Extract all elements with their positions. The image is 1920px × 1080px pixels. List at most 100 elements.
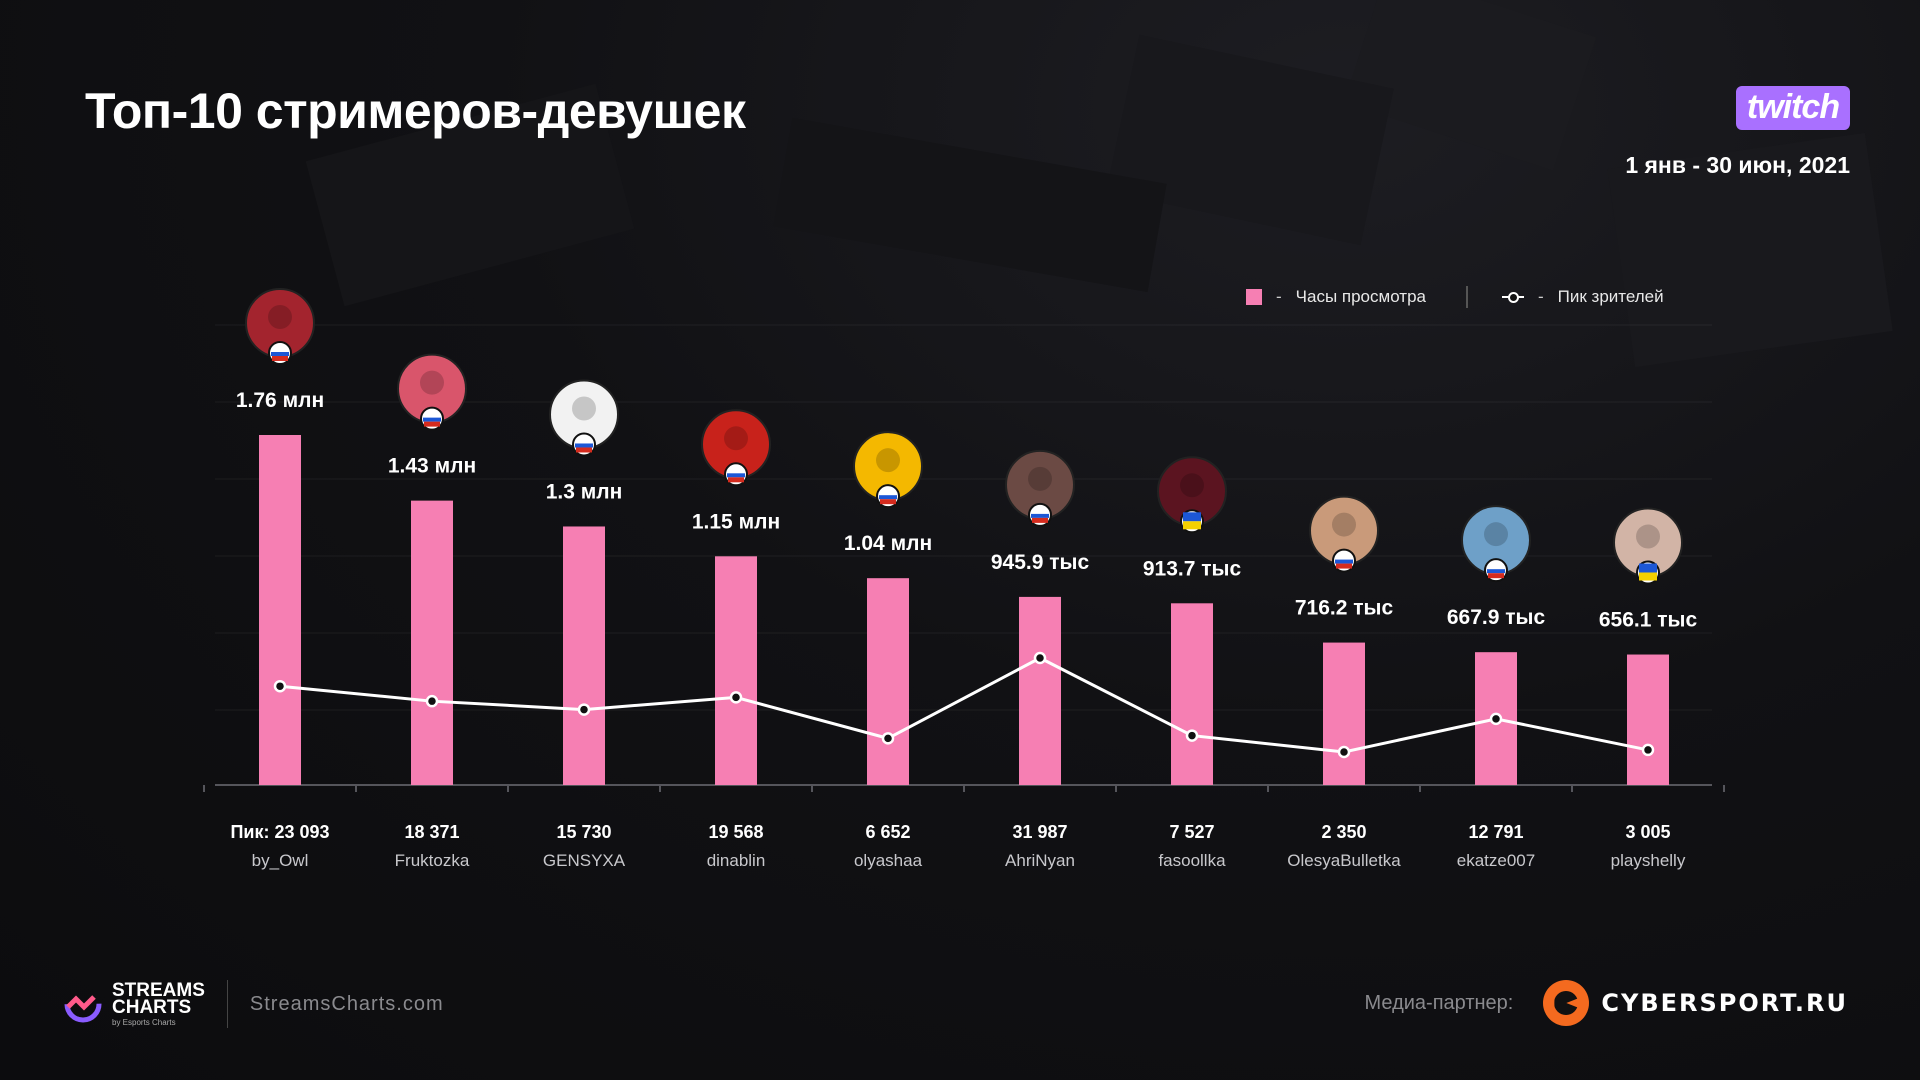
brand-line-2: CHARTS (112, 996, 192, 1018)
bar (1323, 642, 1365, 785)
peak-viewers-label: 3 005 (1625, 822, 1670, 842)
peak-viewers-label: 31 987 (1012, 822, 1067, 842)
avatar-face (1332, 512, 1356, 537)
footer-divider (226, 980, 228, 1028)
bar-value-label: 716.2 тыс (1295, 597, 1394, 620)
streamer-name: by_Owl (252, 851, 309, 870)
peak-viewers-label: 18 371 (404, 822, 459, 842)
peak-point (1185, 729, 1199, 742)
flag-stripe (728, 477, 744, 483)
flag-stripe (423, 417, 441, 422)
flag-stripe (880, 499, 896, 505)
bar (867, 578, 909, 785)
twitch-logo: twitch (1736, 86, 1850, 130)
bar-value-label: 656.1 тыс (1599, 609, 1698, 632)
page-title: Топ-10 стримеров-девушек (85, 83, 746, 139)
flag-stripe (575, 443, 593, 448)
legend-dash: - (1537, 287, 1544, 306)
peak-viewers-label: 15 730 (556, 822, 611, 842)
peak-point (881, 732, 895, 745)
flag-stripe (1639, 572, 1657, 581)
peak-point (273, 679, 287, 693)
legend-bar-label: Часы просмотра (1295, 287, 1426, 306)
streamer-name: AhriNyan (1005, 851, 1075, 870)
streams-charts-brand: STREAMS CHARTS by Esports Charts Streams… (64, 980, 444, 1028)
flag-stripe (727, 473, 745, 478)
bar-value-label: 1.76 млн (236, 389, 324, 412)
flag-stripe (424, 421, 440, 427)
brand-sub: by Esports Charts (112, 1017, 176, 1027)
flag-stripe (272, 356, 288, 361)
bar (1627, 654, 1669, 785)
flag-stripe (1031, 513, 1049, 518)
avatar-face (1636, 524, 1660, 549)
bar-value-label: 913.7 тыс (1143, 557, 1242, 580)
flag-stripe (576, 447, 592, 453)
streamer-name: olyashaa (854, 851, 923, 870)
brand-line-1: STREAMS (112, 979, 205, 1001)
flag-stripe (1183, 512, 1201, 522)
media-partner: Медиа-партнер: CYBERSPORT.RU (1365, 980, 1849, 1026)
cybersport-icon (1543, 980, 1590, 1026)
bar (259, 435, 301, 785)
flag-stripe (1488, 573, 1504, 579)
bar-value-label: 945.9 тыс (991, 551, 1090, 574)
legend-line-label: Пик зрителей (1557, 287, 1664, 306)
flag-stripe (1639, 563, 1657, 573)
peak-viewers-label: 19 568 (708, 822, 763, 842)
peak-point (1337, 745, 1351, 759)
flag-stripe (1335, 559, 1353, 564)
flag-stripe (1032, 517, 1048, 523)
footer-url[interactable]: StreamsCharts.com (249, 992, 444, 1015)
avatar-face (1028, 466, 1052, 491)
chart-legend: - Часы просмотра - Пик зрителей (1246, 286, 1664, 308)
peak-viewers-label: 7 527 (1169, 822, 1214, 842)
peak-viewers-label: 6 652 (865, 822, 910, 842)
streamer-name: fasoollka (1158, 851, 1226, 870)
bar (715, 556, 757, 785)
peak-viewers-label: 12 791 (1468, 822, 1523, 842)
flag-stripe (271, 352, 289, 356)
date-range: 1 янв - 30 июн, 2021 (1625, 152, 1850, 178)
bar-value-label: 667.9 тыс (1447, 606, 1546, 629)
bar-value-label: 1.04 млн (844, 532, 932, 555)
avatar-face (724, 426, 748, 451)
streamer-name: dinablin (707, 851, 766, 870)
flag-stripe (1336, 563, 1352, 569)
peak-point (1033, 651, 1047, 665)
flag-stripe (1487, 569, 1505, 574)
streamer-name: GENSYXA (543, 851, 626, 870)
bar-value-label: 1.3 млн (546, 480, 623, 503)
streamer-name: OlesyaBulletka (1287, 851, 1401, 870)
avatar-face (420, 370, 444, 395)
legend-separator (1465, 286, 1468, 308)
peak-point (577, 703, 591, 716)
flag-stripe (879, 495, 897, 500)
legend-line-icon (1501, 291, 1524, 303)
legend-bar-swatch (1246, 289, 1262, 305)
avatar-face (876, 448, 900, 473)
bar-value-label: 1.43 млн (388, 455, 476, 478)
partner-label: Медиа-партнер: (1364, 991, 1514, 1014)
bar (411, 500, 453, 785)
peak-point (1641, 743, 1655, 757)
partner-name[interactable]: CYBERSPORT.RU (1601, 989, 1848, 1017)
bar (563, 526, 605, 785)
bar (1171, 603, 1213, 785)
peak-viewers-line (279, 656, 1649, 754)
streamer-name: playshelly (1611, 851, 1686, 870)
avatar-face (572, 396, 596, 421)
avatar-face (268, 305, 292, 329)
peak-point (425, 694, 439, 708)
streams-charts-icon (64, 985, 102, 1023)
avatar-face (1180, 473, 1204, 498)
flag-stripe (1183, 521, 1201, 530)
peak-point (729, 691, 743, 704)
bar (1019, 596, 1061, 785)
legend-dash: - (1276, 287, 1282, 306)
bar-value-label: 1.15 млн (692, 510, 780, 533)
streamer-name: Fruktozka (395, 851, 470, 870)
peak-viewers-label: Пик: 23 093 (230, 822, 329, 842)
peak-point (1489, 712, 1503, 726)
streamer-name: ekatze007 (1457, 851, 1535, 870)
